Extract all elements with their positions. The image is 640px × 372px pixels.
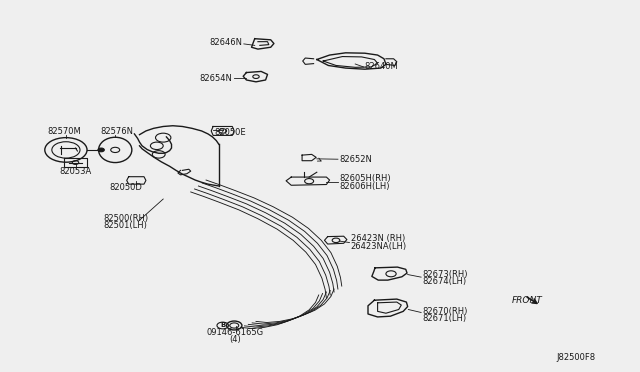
Text: 82654N: 82654N: [200, 74, 232, 83]
Text: 82673(RH): 82673(RH): [422, 270, 468, 279]
Text: 26423N (RH): 26423N (RH): [351, 234, 405, 243]
Circle shape: [98, 148, 104, 152]
Text: B: B: [220, 322, 225, 328]
Text: 82671(LH): 82671(LH): [422, 314, 467, 323]
Text: 82640M: 82640M: [365, 62, 399, 71]
Text: 82053A: 82053A: [60, 167, 92, 176]
Text: 09146-6165G: 09146-6165G: [207, 328, 264, 337]
Text: 82652N: 82652N: [339, 155, 372, 164]
Text: 82670(RH): 82670(RH): [422, 307, 468, 316]
Text: 82646N: 82646N: [209, 38, 242, 47]
Text: 82576N: 82576N: [100, 127, 133, 136]
Text: 82050E: 82050E: [214, 128, 246, 137]
Text: 82050D: 82050D: [109, 183, 142, 192]
Text: 82606H(LH): 82606H(LH): [339, 182, 390, 191]
Text: 82570M: 82570M: [47, 127, 81, 136]
Text: 82501(LH): 82501(LH): [104, 221, 147, 230]
Text: (4): (4): [230, 335, 241, 344]
Text: 82605H(RH): 82605H(RH): [339, 174, 391, 183]
Text: J82500F8: J82500F8: [557, 353, 596, 362]
Text: 82500(RH): 82500(RH): [103, 214, 148, 223]
Text: FRONT: FRONT: [512, 296, 543, 305]
Text: 26423NA(LH): 26423NA(LH): [351, 242, 407, 251]
Text: 82674(LH): 82674(LH): [422, 278, 467, 286]
